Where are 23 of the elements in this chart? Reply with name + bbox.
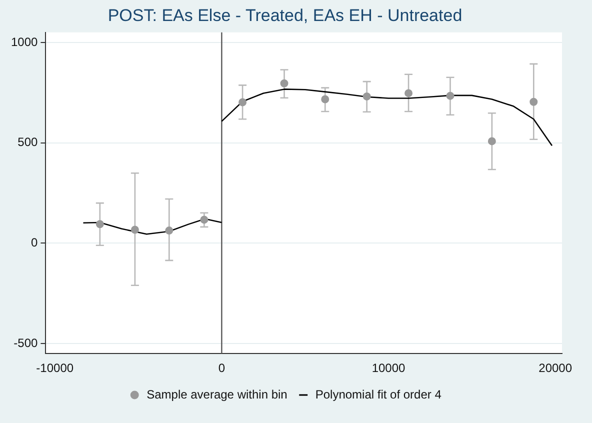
point [404,89,413,98]
point [130,226,139,234]
y-tick-label: 1000 [10,34,38,49]
y-tick-label: -500 [14,336,38,350]
y-tick-label: 0 [31,236,38,250]
x-tick-label: -10000 [36,361,74,376]
point [96,220,104,228]
point [280,79,288,88]
point [321,95,330,104]
point [200,216,208,224]
point [530,98,538,106]
point [238,98,247,106]
x-tick-label: 0 [218,361,226,376]
point [446,92,454,100]
point [488,137,496,146]
y-tick-label: 500 [18,135,38,150]
point [362,92,371,100]
legend-label: Sample average within bin [146,387,288,402]
point [165,226,174,235]
x-tick-label: 20000 [538,361,572,376]
x-tick-label: 10000 [372,361,406,376]
legend-label: Polynomial fit of order 4 [315,387,442,402]
chart-title: POST: EAs Else - Treated, EAs EH - Untreated [108,6,462,25]
